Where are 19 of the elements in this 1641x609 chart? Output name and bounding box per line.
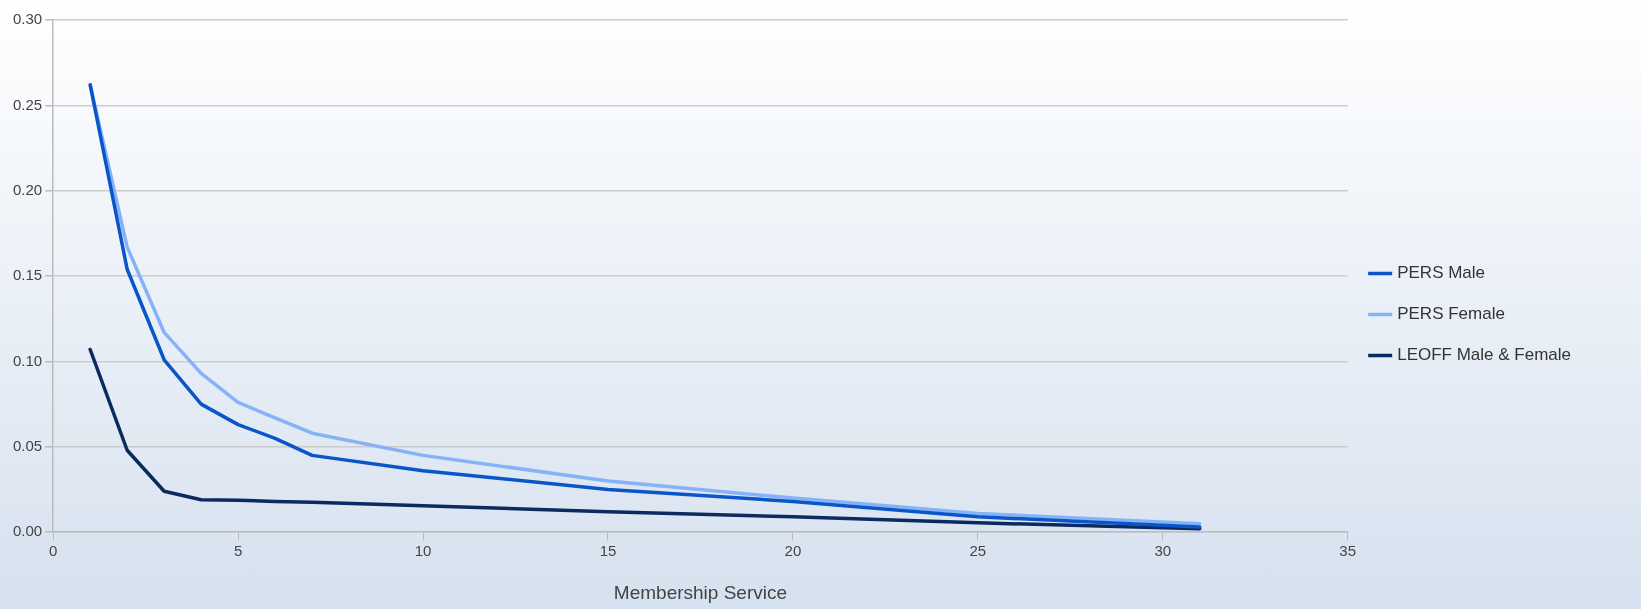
legend-label: PERS Male <box>1397 263 1486 283</box>
y-tick-label: 0.10 <box>12 351 43 369</box>
x-tick-label: 0 <box>49 542 58 560</box>
x-tick-label: 30 <box>1154 542 1172 560</box>
y-tick-label: 0.05 <box>12 436 43 454</box>
x-tick-label: 10 <box>414 542 432 560</box>
x-tick-label: 20 <box>784 542 802 560</box>
x-tick-label: 35 <box>1339 542 1357 560</box>
y-tick-label: 0.25 <box>12 95 43 113</box>
y-tick-label: 0.30 <box>12 10 43 28</box>
x-tick-label: 15 <box>599 542 617 560</box>
legend-label: LEOFF Male & Female <box>1397 345 1571 365</box>
x-axis-title: Membership Service <box>613 581 788 603</box>
y-tick-label: 0.20 <box>12 180 43 198</box>
x-tick-label: 5 <box>233 542 243 560</box>
y-tick-label: 0.00 <box>12 522 43 540</box>
y-tick-label: 0.15 <box>12 266 43 284</box>
x-tick-label: 25 <box>969 542 987 560</box>
legend-label: PERS Female <box>1397 304 1505 324</box>
